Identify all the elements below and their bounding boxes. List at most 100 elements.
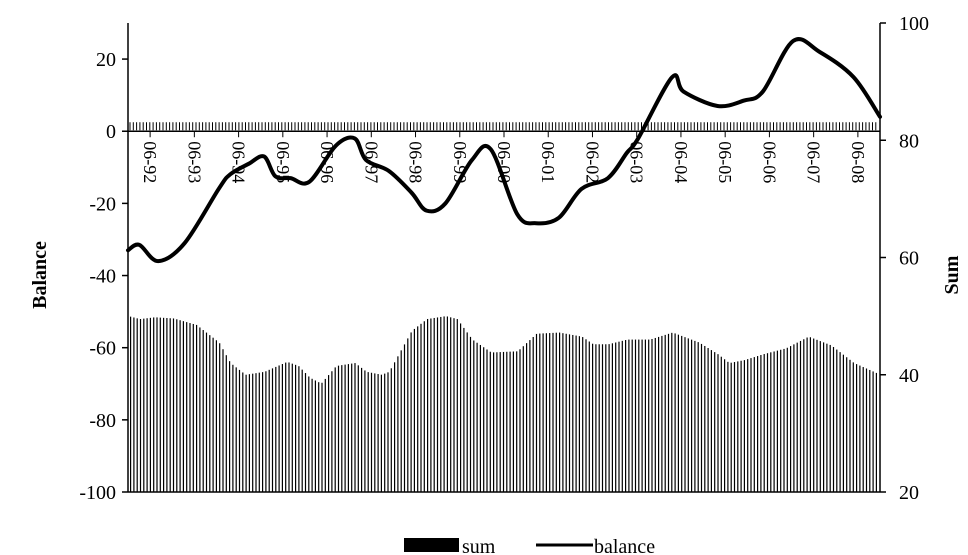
sum-bar — [661, 335, 663, 492]
sum-bar — [697, 342, 699, 492]
sum-bar — [268, 369, 270, 492]
sum-bar — [232, 364, 234, 492]
sum-bar — [799, 340, 802, 492]
sum-bar — [872, 371, 874, 492]
sum-bar — [806, 337, 808, 492]
sum-bar — [605, 344, 607, 492]
sum-bar — [552, 332, 554, 492]
sum-bar — [766, 353, 769, 492]
sum-bar — [344, 364, 346, 492]
sum-bar — [209, 335, 211, 492]
sum-bar — [836, 349, 838, 492]
sum-bar — [288, 362, 290, 492]
sum-bar — [585, 339, 587, 492]
sum-bar — [347, 364, 349, 492]
sum-bar — [331, 371, 333, 492]
x-tick-label: 06-01 — [538, 141, 558, 183]
sum-bar — [460, 323, 462, 492]
sum-bar — [674, 333, 676, 492]
sum-bar — [413, 328, 415, 492]
sum-bar — [139, 318, 142, 492]
sum-bar — [417, 326, 419, 492]
right-axis-title: Sum — [941, 255, 963, 294]
sum-bar — [301, 369, 303, 492]
sum-bar — [667, 333, 670, 492]
sum-bar — [215, 340, 217, 492]
sum-bar — [443, 316, 445, 492]
sum-bar — [819, 341, 821, 492]
sum-bar — [559, 332, 561, 492]
sum-bar — [793, 344, 795, 492]
sum-bar — [859, 365, 861, 492]
legend-balance-label: balance — [594, 536, 655, 555]
sum-bar — [420, 323, 422, 492]
sum-bar — [773, 351, 775, 492]
sum-bar — [397, 356, 399, 492]
sum-bar — [489, 351, 491, 492]
sum-bar — [473, 340, 475, 492]
sum-bar — [245, 374, 247, 492]
sum-bar — [502, 351, 505, 492]
sum-bar — [182, 321, 184, 492]
sum-bar — [658, 336, 660, 492]
sum-bar — [763, 354, 765, 492]
sum-bar — [394, 362, 396, 492]
sum-bar — [710, 350, 712, 492]
sum-bar — [598, 344, 600, 492]
sum-bar — [407, 338, 409, 492]
sum-bar — [430, 318, 432, 492]
sum-bar — [539, 333, 541, 492]
sum-bar — [499, 352, 501, 492]
sum-bar — [199, 327, 201, 492]
sum-bar — [572, 334, 574, 492]
sum-bar — [875, 372, 877, 492]
legend-sum-label: sum — [462, 536, 496, 555]
right-y-tick-label: 80 — [899, 130, 919, 152]
sum-bar — [186, 322, 188, 492]
sum-bar — [357, 365, 359, 492]
sum-bar — [285, 362, 287, 492]
sum-bar — [803, 339, 805, 492]
sum-bar — [496, 352, 498, 492]
sum-bar — [730, 362, 732, 492]
sum-bar — [463, 327, 465, 492]
sum-bar — [354, 363, 356, 492]
sum-bar — [757, 356, 759, 492]
sum-bar — [601, 344, 604, 492]
sum-bar — [621, 340, 623, 492]
sum-bar — [733, 362, 736, 492]
sum-bar — [262, 372, 264, 492]
sum-bar — [654, 337, 656, 492]
sum-bar — [717, 354, 719, 492]
sum-bar — [311, 378, 313, 492]
sum-bar — [212, 337, 214, 492]
sum-bar — [588, 341, 590, 492]
sum-bar — [278, 365, 280, 492]
sum-bar — [786, 347, 788, 492]
sum-bar — [522, 346, 524, 492]
sum-bar — [298, 366, 300, 492]
sum-bar — [423, 321, 425, 492]
sum-bar — [651, 338, 653, 492]
sum-bar — [846, 357, 848, 492]
right-y-tick-label: 60 — [899, 248, 919, 270]
sum-bar — [265, 371, 267, 492]
sum-bar — [483, 347, 485, 492]
sum-bar — [565, 333, 567, 492]
sum-bar — [361, 367, 363, 492]
sum-bar — [691, 339, 693, 492]
sum-bar — [400, 350, 402, 492]
sum-bar — [512, 351, 514, 492]
sum-bar — [724, 359, 726, 492]
sum-bar — [469, 336, 472, 492]
sum-bar — [704, 345, 706, 492]
sum-bar — [578, 336, 580, 492]
left-y-tick-label: -100 — [79, 482, 116, 504]
sum-bar — [862, 367, 864, 492]
sum-bar — [172, 318, 175, 492]
sum-bar — [618, 341, 620, 492]
sum-bar — [611, 343, 613, 492]
x-tick-label: 06-05 — [715, 141, 735, 183]
sum-bar — [608, 344, 610, 492]
